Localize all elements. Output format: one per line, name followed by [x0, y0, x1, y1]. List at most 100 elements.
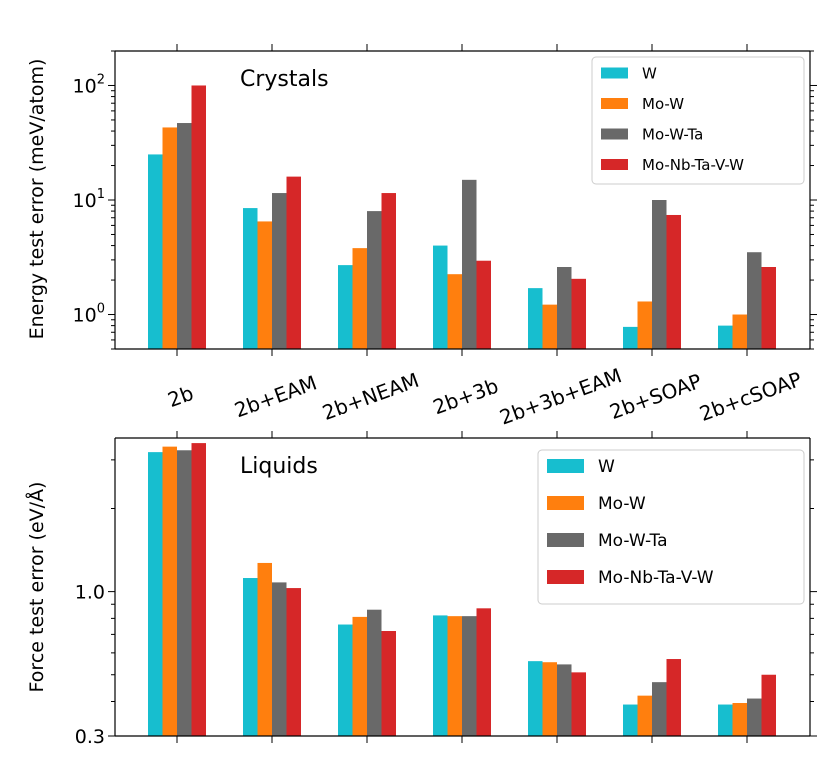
bar-mo-w-2b-3b-eam	[542, 304, 557, 349]
bar-w-2b-neam	[338, 624, 353, 736]
bar-mo-w-ta-2b	[177, 450, 192, 736]
legend-label: W	[598, 457, 615, 477]
bar-mo-nb-ta-v-w-2b-csoap	[761, 674, 776, 736]
bar-mo-w-2b	[162, 446, 177, 736]
bar-mo-w-ta-2b-soap	[652, 200, 667, 349]
y-tick-label: 102	[73, 72, 105, 97]
y-tick-label: 101	[73, 187, 105, 212]
bar-mo-w-ta-2b-csoap	[747, 252, 762, 349]
y-tick-label: 1.0	[75, 582, 105, 604]
bar-mo-w-ta-2b-neam	[367, 609, 382, 736]
bar-mo-w-2b-eam	[257, 221, 272, 349]
legend-swatch	[547, 533, 584, 547]
legend-frame	[537, 449, 805, 605]
bar-mo-w-2b-3b	[447, 616, 462, 736]
y-tick-label: 0.3	[75, 726, 105, 748]
bar-mo-nb-ta-v-w-2b-neam	[381, 631, 396, 736]
liquids-panel: 0.3 1.0 Force test error (eV/Å) Liquids W Mo-…	[25, 431, 817, 748]
y-tick-base: 10	[73, 190, 97, 212]
bar-mo-nb-ta-v-w-2b-3b-eam	[571, 278, 586, 349]
bar-mo-nb-ta-v-w-2b-eam	[286, 176, 301, 349]
legend-swatch	[601, 159, 628, 170]
bar-w-2b-csoap	[718, 325, 733, 349]
bar-w-2b-neam	[338, 265, 353, 349]
bar-w-2b-3b-eam	[528, 288, 543, 349]
bar-mo-nb-ta-v-w-2b-soap	[666, 214, 681, 349]
bar-mo-w-2b-3b-eam	[542, 662, 557, 736]
legend-swatch	[601, 128, 628, 140]
x-tick-label: 2b+cSOAP	[696, 367, 805, 426]
legend-label: Mo-Nb-Ta-V-W	[598, 568, 714, 588]
bar-mo-w-2b-csoap	[732, 703, 747, 736]
y-tick-base: 10	[73, 75, 97, 97]
x-tick-label: 2b+EAM	[231, 370, 320, 422]
y-tick-exponent: 1	[97, 187, 105, 202]
bar-mo-nb-ta-v-w-2b-neam	[381, 193, 396, 349]
y-axis-label: Force test error (eV/Å)	[25, 482, 48, 693]
x-tick-label: 2b+NEAM	[319, 368, 422, 425]
bar-mo-w-ta-2b-eam	[272, 582, 287, 736]
legend-label: Mo-Nb-Ta-V-W	[642, 156, 744, 174]
legend-swatch	[547, 459, 584, 473]
bar-w-2b-3b-eam	[528, 661, 543, 736]
bar-mo-w-2b	[162, 127, 177, 349]
bar-mo-w-ta-2b-eam	[272, 193, 287, 349]
bar-mo-w-ta-2b	[177, 123, 192, 349]
bar-w-2b-soap	[623, 326, 638, 349]
bar-w-2b-3b	[433, 245, 448, 349]
legend-label: Mo-W	[598, 494, 646, 514]
legend-swatch	[601, 67, 628, 79]
legend-label: W	[642, 64, 657, 82]
legend-label: Mo-W-Ta	[598, 531, 668, 551]
bar-mo-nb-ta-v-w-2b	[191, 85, 206, 349]
y-tick-label: 100	[73, 302, 105, 327]
bar-w-2b	[148, 154, 163, 349]
legend-swatch	[601, 98, 628, 109]
bar-mo-w-2b-eam	[257, 562, 272, 736]
panel-annotation: Crystals	[240, 67, 329, 92]
legend-frame	[591, 56, 805, 185]
legend: W Mo-W Mo-W-Ta Mo-Nb-Ta-V-W	[591, 56, 805, 185]
legend-label: Mo-W	[642, 95, 684, 113]
bar-mo-nb-ta-v-w-2b	[191, 443, 206, 736]
bar-mo-w-2b-neam	[352, 616, 367, 736]
bar-mo-nb-ta-v-w-2b-csoap	[761, 267, 776, 349]
legend-swatch	[547, 570, 584, 584]
panel-annotation: Liquids	[240, 454, 318, 479]
y-tick-base: 10	[73, 305, 97, 327]
bar-w-2b	[148, 452, 163, 736]
bar-w-2b-soap	[623, 704, 638, 736]
bar-mo-nb-ta-v-w-2b-eam	[286, 588, 301, 736]
bar-mo-nb-ta-v-w-2b-3b	[476, 260, 491, 349]
bar-mo-w-2b-csoap	[732, 314, 747, 349]
bar-mo-w-ta-2b-soap	[652, 682, 667, 736]
bar-mo-w-ta-2b-csoap	[747, 698, 762, 736]
bar-mo-w-ta-2b-3b-eam	[557, 664, 572, 736]
bar-mo-w-ta-2b-neam	[367, 211, 382, 349]
bar-mo-nb-ta-v-w-2b-soap	[666, 659, 681, 736]
bar-mo-nb-ta-v-w-2b-3b	[476, 608, 491, 736]
bar-w-2b-eam	[243, 208, 258, 349]
bar-w-2b-eam	[243, 578, 258, 736]
bar-mo-w-2b-neam	[352, 248, 367, 349]
x-tick-label: 2b	[165, 381, 197, 412]
x-tick-label: 2b+3b	[430, 374, 502, 420]
bar-w-2b-3b	[433, 615, 448, 736]
bar-mo-w-2b-soap	[637, 301, 652, 349]
y-tick-exponent: 0	[97, 302, 105, 317]
bar-mo-w-ta-2b-3b-eam	[557, 267, 572, 349]
bar-mo-w-ta-2b-3b	[462, 616, 477, 736]
bar-w-2b-csoap	[718, 704, 733, 736]
bar-mo-w-ta-2b-3b	[462, 179, 477, 349]
legend-swatch	[547, 496, 584, 510]
legend-label: Mo-W-Ta	[642, 125, 703, 143]
bar-mo-w-2b-3b	[447, 274, 462, 349]
y-tick-exponent: 2	[97, 72, 105, 87]
x-tick-label: 2b+3b+EAM	[496, 363, 624, 429]
bar-mo-nb-ta-v-w-2b-3b-eam	[571, 672, 586, 736]
bar-mo-w-2b-soap	[637, 695, 652, 736]
y-axis-label: Energy test error (meV/atom)	[26, 59, 48, 340]
legend: W Mo-W Mo-W-Ta Mo-Nb-Ta-V-W	[537, 449, 805, 605]
